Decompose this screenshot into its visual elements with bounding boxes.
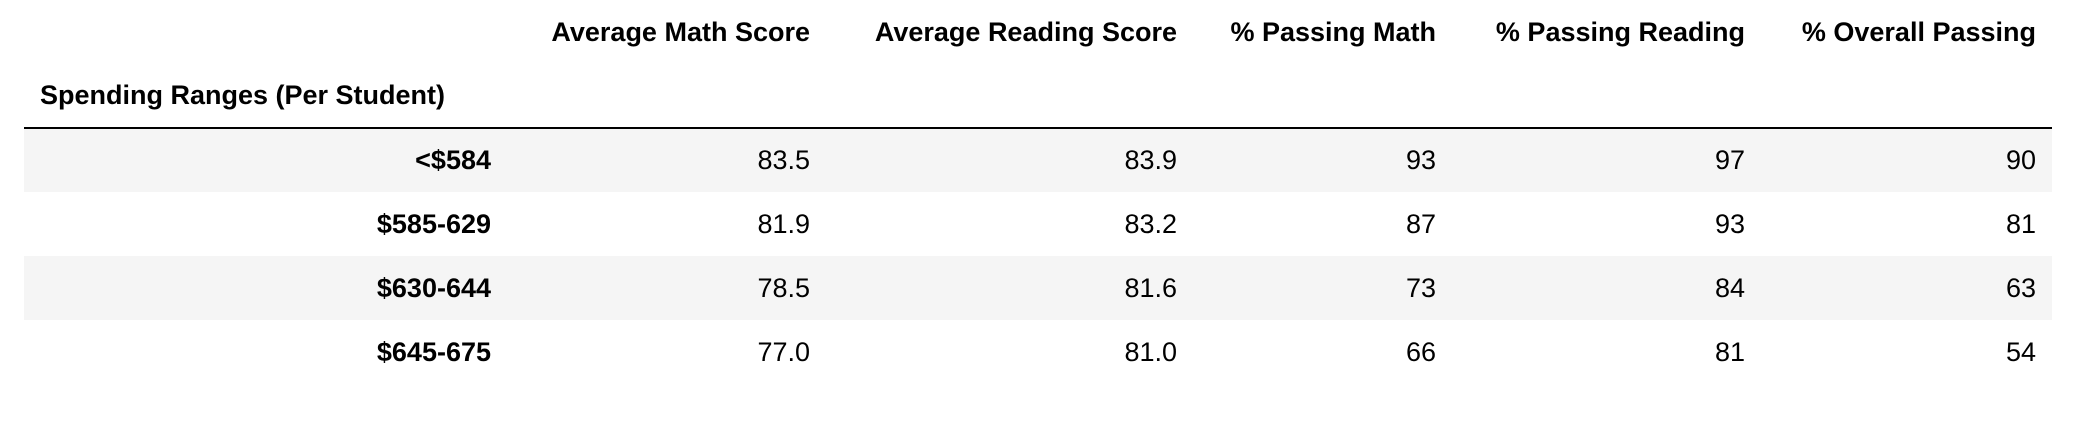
cell: 77.0 [757, 336, 810, 367]
cell: 73 [1405, 272, 1436, 303]
cell: 83.5 [757, 145, 810, 175]
blank-cell [1452, 64, 1761, 129]
index-name: Spending Ranges (Per Student) [24, 64, 507, 129]
cell: 93 [1405, 145, 1436, 175]
cell: 54 [2005, 336, 2036, 367]
column-header: Average Reading Score [874, 16, 1177, 47]
table-row: $645-675 77.0 81.0 66 81 54 [24, 320, 2052, 384]
blank-cell [1193, 64, 1452, 129]
cell: 78.5 [757, 272, 810, 303]
column-header: Average Math Score [551, 16, 810, 47]
cell: 97 [1714, 145, 1745, 175]
column-header: % Passing Math [1230, 16, 1436, 47]
row-label: $645-675 [376, 336, 491, 367]
cell: 83.9 [1124, 145, 1177, 175]
table-row: <$584 83.5 83.9 93 97 90 [24, 128, 2052, 192]
row-label: $585-629 [376, 208, 491, 239]
blank-cell [826, 64, 1193, 129]
cell: 93 [1714, 208, 1745, 239]
blank-cell [24, 0, 507, 64]
cell: 81.0 [1124, 336, 1177, 367]
cell: 66 [1405, 336, 1436, 367]
cell: 81 [1714, 336, 1745, 367]
table-row: $630-644 78.5 81.6 73 84 63 [24, 256, 2052, 320]
cell: 83.2 [1124, 208, 1177, 239]
row-label: $630-644 [376, 272, 491, 303]
column-header: % Passing Reading [1495, 16, 1745, 47]
blank-cell [507, 64, 826, 129]
cell: 81 [2005, 208, 2036, 239]
table-row: $585-629 81.9 83.2 87 93 81 [24, 192, 2052, 256]
cell: 63 [2005, 272, 2036, 303]
data-table: Average Math Score Average Reading Score%… [24, 0, 2052, 384]
cell: 84 [1714, 272, 1745, 303]
row-label: <$584 [415, 145, 491, 175]
column-header-row: Average Math Score Average Reading Score%… [24, 0, 2052, 64]
cell: 81.9 [757, 208, 810, 239]
table-body: <$584 83.5 83.9 93 97 90 $585-629 81.9 83.2 87 93 8… [24, 128, 2052, 384]
cell: 90 [2005, 145, 2036, 175]
cell: 87 [1405, 208, 1436, 239]
index-header-row: Spending Ranges (Per Student) [24, 64, 2052, 129]
blank-cell [1761, 64, 2052, 129]
cell: 81.6 [1124, 272, 1177, 303]
column-header: % Overall Passing [1801, 16, 2036, 47]
table-head: Average Math Score Average Reading Score%… [24, 0, 2052, 129]
